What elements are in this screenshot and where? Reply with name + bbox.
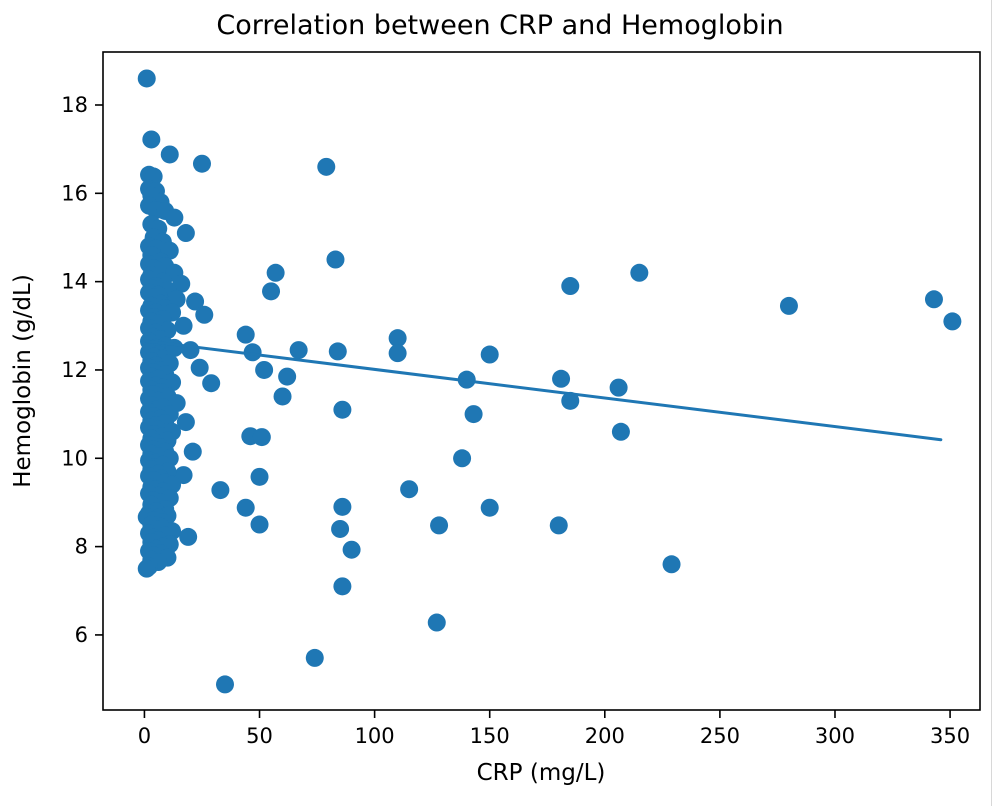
- scatter-point: [453, 449, 472, 468]
- x-tick-label: 150: [470, 724, 510, 748]
- x-axis-ticks: 0 50 100 150 200 250 300 350: [138, 710, 970, 748]
- scatter-point: [266, 263, 285, 282]
- scatter-point: [250, 515, 269, 534]
- y-axis-ticks: 6 8 10 12 14 16 18: [61, 93, 103, 647]
- scatter-point: [333, 497, 352, 516]
- scatter-point: [480, 345, 499, 364]
- scatter-point: [609, 378, 628, 397]
- scatter-point: [215, 675, 234, 694]
- y-tick-label: 10: [61, 446, 88, 470]
- scatter-point: [273, 387, 292, 406]
- scatter-point: [211, 481, 230, 500]
- y-tick-label: 6: [75, 623, 88, 647]
- axes-frame: [102, 51, 981, 711]
- scatter-point: [333, 400, 352, 419]
- x-tick-label: 300: [815, 724, 855, 748]
- scatter-point: [195, 305, 214, 324]
- scatter-point: [236, 325, 255, 344]
- scatter-point: [176, 413, 195, 432]
- scatter-point: [943, 312, 962, 331]
- scatter-point: [262, 282, 281, 301]
- scatter-point: [388, 344, 407, 363]
- trend-line: [142, 339, 943, 442]
- scatter-point: [172, 274, 191, 293]
- scatter-point: [480, 498, 499, 517]
- scatter-point: [183, 442, 202, 461]
- scatter-point: [278, 367, 297, 386]
- scatter-point: [549, 516, 568, 535]
- y-tick-label: 14: [61, 270, 88, 294]
- scatter-point: [342, 540, 361, 559]
- scatter-point: [252, 428, 271, 447]
- x-tick-label: 0: [138, 724, 151, 748]
- scatter-point: [165, 208, 184, 227]
- scatter-point: [202, 374, 221, 393]
- scatter-point: [305, 648, 324, 667]
- scatter-point: [662, 555, 681, 574]
- x-tick-label: 250: [700, 724, 740, 748]
- scatter-point: [255, 360, 274, 379]
- scatter-point: [779, 296, 798, 315]
- scatter-point: [192, 154, 211, 173]
- scatter-point: [179, 527, 198, 546]
- x-tick-label: 100: [355, 724, 395, 748]
- scatter-point: [137, 559, 156, 578]
- scatter-point: [289, 341, 308, 360]
- y-tick-label: 18: [61, 93, 88, 117]
- chart-title: Correlation between CRP and Hemoglobin: [216, 10, 784, 41]
- scatter-point: [552, 369, 571, 388]
- scatter-point: [388, 329, 407, 348]
- x-tick-label: 200: [585, 724, 625, 748]
- scatter-point: [181, 341, 200, 360]
- scatter-point: [190, 358, 209, 377]
- regression-line: [142, 339, 943, 442]
- scatter-point: [142, 130, 161, 149]
- scatter-point: [464, 405, 483, 424]
- figure-right-edge: [991, 0, 1000, 806]
- x-tick-label: 350: [930, 724, 970, 748]
- y-tick-label: 12: [61, 358, 88, 382]
- scatter-point: [176, 224, 195, 243]
- scatter-point: [924, 290, 943, 309]
- scatter-point: [236, 498, 255, 517]
- scatter-point: [427, 613, 446, 632]
- scatter-point: [317, 157, 336, 176]
- y-tick-label: 16: [61, 181, 88, 205]
- scatter-point: [328, 342, 347, 361]
- scatter-point: [430, 516, 449, 535]
- scatter-point: [331, 519, 350, 538]
- scatter-points: [137, 69, 962, 694]
- scatter-point: [561, 277, 580, 296]
- scatter-point: [611, 422, 630, 441]
- scatter-point: [326, 250, 345, 269]
- x-axis-label: CRP (mg/L): [477, 760, 606, 786]
- y-axis-label: Hemoglobin (g/dL): [10, 274, 36, 488]
- scatter-point: [160, 145, 179, 164]
- scatter-point: [400, 480, 419, 499]
- scatter-point: [250, 467, 269, 486]
- scatter-point: [137, 69, 156, 88]
- scatter-point: [186, 292, 205, 311]
- scatter-point: [561, 391, 580, 410]
- scatter-point: [333, 577, 352, 596]
- x-tick-label: 50: [246, 724, 273, 748]
- scatter-point: [243, 343, 262, 362]
- scatter-point: [630, 263, 649, 282]
- scatter-point: [174, 316, 193, 335]
- y-tick-label: 8: [75, 535, 88, 559]
